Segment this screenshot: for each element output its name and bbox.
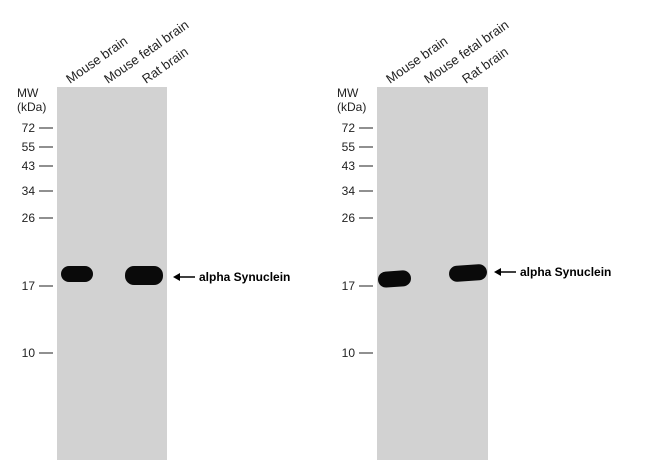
marker-label: 72 xyxy=(22,121,36,135)
marker-label: 10 xyxy=(22,346,36,360)
mw-unit: (kDa) xyxy=(17,100,46,114)
band-label: alpha Synuclein xyxy=(520,265,611,279)
marker-label: 34 xyxy=(22,184,36,198)
marker-label: 26 xyxy=(22,211,36,225)
marker-label: 43 xyxy=(342,159,356,173)
mw-label: MW xyxy=(17,86,39,100)
marker-label: 72 xyxy=(342,121,356,135)
band xyxy=(378,270,411,288)
arrow-head xyxy=(173,273,180,281)
marker-label: 17 xyxy=(342,279,356,293)
band xyxy=(61,266,93,282)
band-label: alpha Synuclein xyxy=(199,270,290,284)
marker-label: 43 xyxy=(22,159,36,173)
marker-label: 55 xyxy=(22,140,36,154)
bands xyxy=(61,264,487,288)
mw-unit: (kDa) xyxy=(337,100,366,114)
band xyxy=(449,264,487,282)
marker-label: 55 xyxy=(342,140,356,154)
marker-label: 34 xyxy=(342,184,356,198)
marker-label: 26 xyxy=(342,211,356,225)
marker-label: 17 xyxy=(22,279,36,293)
mw-label: MW xyxy=(337,86,359,100)
marker-label: 10 xyxy=(342,346,356,360)
arrow-head xyxy=(494,268,501,276)
band xyxy=(125,266,163,285)
